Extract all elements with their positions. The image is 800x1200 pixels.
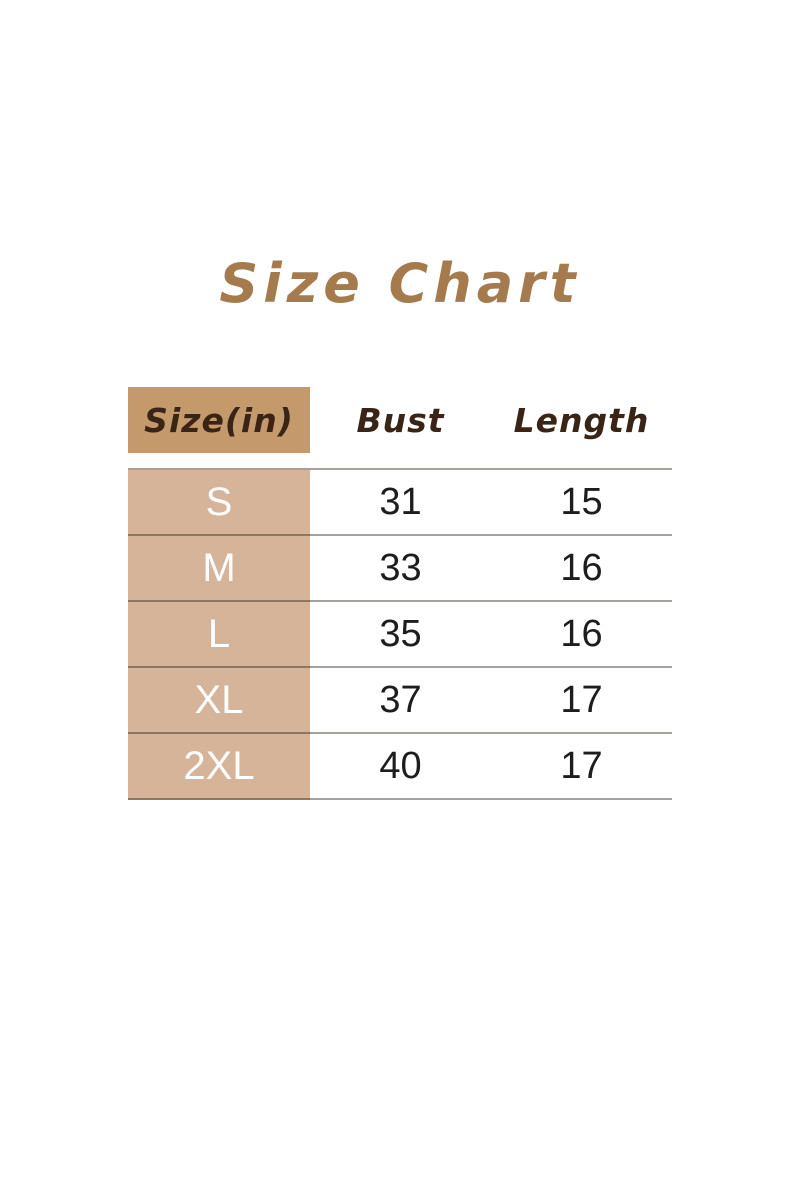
bust-value: 31 <box>379 480 422 523</box>
bust-value: 40 <box>379 744 422 787</box>
size-chart-table: Size(in) Bust Length S 31 15 M 33 16 L 3… <box>128 387 672 800</box>
size-value: S <box>205 479 233 524</box>
header-body-gap <box>128 453 672 468</box>
table-row: XL 37 17 <box>128 668 672 734</box>
size-value: M <box>202 545 236 590</box>
size-column-background <box>128 470 310 800</box>
table-row: S 31 15 <box>128 470 672 536</box>
length-value: 17 <box>560 678 603 721</box>
bust-value: 35 <box>379 612 422 655</box>
size-value: L <box>207 611 231 656</box>
bust-value: 37 <box>379 678 422 721</box>
bust-value: 33 <box>379 546 422 589</box>
table-row: L 35 16 <box>128 602 672 668</box>
header-cell-size: Size(in) <box>128 387 310 453</box>
size-value: 2XL <box>183 743 255 788</box>
page-title: Size Chart <box>219 252 581 315</box>
size-value: XL <box>194 677 244 722</box>
header-cell-bust: Bust <box>356 400 445 440</box>
header-cell-length: Length <box>513 400 650 440</box>
table-header-row: Size(in) Bust Length <box>128 387 672 453</box>
table-body: S 31 15 M 33 16 L 35 16 XL 37 17 2XL <box>128 468 672 800</box>
length-value: 16 <box>560 546 603 589</box>
table-row: M 33 16 <box>128 536 672 602</box>
length-value: 16 <box>560 612 603 655</box>
table-row: 2XL 40 17 <box>128 734 672 800</box>
length-value: 15 <box>560 480 603 523</box>
length-value: 17 <box>560 744 603 787</box>
